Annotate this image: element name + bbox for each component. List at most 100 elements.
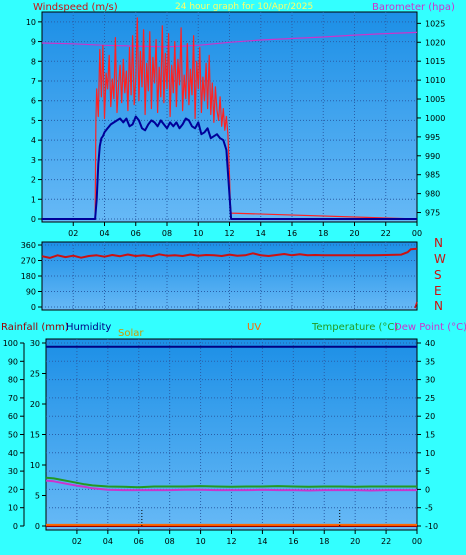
wind-y-tick-label: 3 [31, 156, 36, 165]
rainfall-axis-label: Rainfall (mm) [1, 322, 69, 333]
climate-grid [46, 339, 417, 530]
wind-x-tick-label: 22 [381, 229, 391, 238]
rain-y-tick-label: 15 [30, 431, 40, 440]
direction-series [41, 247, 418, 309]
wind-y-tick-label: 2 [31, 176, 36, 185]
wind-x-tick-label: 02 [68, 229, 78, 238]
climate-x-tick-label: 14 [257, 537, 267, 546]
climate-x-tick-label: 06 [134, 537, 144, 546]
direction-end-mark [414, 301, 418, 309]
rain-y-tick-label: 10 [30, 461, 40, 470]
rain-y-tick-label: 0 [35, 522, 40, 531]
temp-y-tick-label: -5 [425, 504, 433, 513]
temp-y-tick-label: 30 [425, 376, 435, 385]
barometer-y-tick-label: 1015 [425, 57, 445, 66]
wind-x-tick-label: 06 [131, 229, 141, 238]
humidity-y-tick-label: 90 [8, 357, 18, 366]
compass-label: N [434, 299, 443, 313]
temp-y-tick-label: 10 [425, 449, 435, 458]
climate-x-tick-label: 02 [72, 537, 82, 546]
climate-x-tick-label: 18 [319, 537, 329, 546]
series-direction-line [41, 247, 418, 259]
humidity-y-tick-label: 50 [8, 431, 18, 440]
direction-y-tick-label: 180 [21, 272, 36, 281]
humidity-y-tick-label: 20 [8, 485, 18, 494]
temp-y-tick-label: 15 [425, 431, 435, 440]
wind-x-tick-label: 16 [287, 229, 297, 238]
compass-label: E [434, 284, 442, 298]
wind-y-tick-label: 6 [31, 97, 36, 106]
wind-y-tick-label: 1 [31, 195, 36, 204]
wind-x-tick-label: 04 [99, 229, 109, 238]
climate-x-tick-label: 08 [165, 537, 175, 546]
wind-x-tick-label: 14 [256, 229, 266, 238]
temp-y-tick-label: 20 [425, 412, 435, 421]
barometer-y-tick-label: 1010 [425, 76, 445, 85]
wind-y-tick-label: 5 [31, 116, 36, 125]
wind-x-tick-label: 12 [224, 229, 234, 238]
climate-x-tick-label: 00 [412, 537, 422, 546]
wind-x-tick-label: 18 [318, 229, 328, 238]
direction-grid [42, 242, 417, 310]
wind-x-tick-label: 20 [349, 229, 359, 238]
barometer-y-tick-label: 980 [425, 190, 440, 199]
wind-y-tick-label: 9 [31, 38, 36, 47]
temp-y-tick-label: 25 [425, 394, 435, 403]
humidity-y-tick-label: 10 [8, 504, 18, 513]
temperature-axis-label: Temperature (°C) [311, 322, 398, 333]
climate-x-tick-label: 22 [381, 537, 391, 546]
series-gust-line [42, 17, 418, 220]
temp-y-tick-label: 35 [425, 357, 435, 366]
climate-series [45, 345, 417, 527]
temp-y-tick-label: 0 [425, 485, 430, 494]
wind-y-tick-label: 10 [26, 18, 36, 27]
barometer-y-tick-label: 1000 [425, 114, 445, 123]
temp-y-tick-label: 5 [425, 467, 430, 476]
climate-x-tick-label: 16 [288, 537, 298, 546]
compass-label: W [434, 252, 446, 266]
windspeed-axis-label: Windspeed (m/s) [33, 2, 118, 13]
humidity-y-tick-label: 30 [8, 467, 18, 476]
barometer-y-tick-label: 990 [425, 152, 440, 161]
humidity-y-tick-label: 40 [8, 449, 18, 458]
barometer-axis-label: Barometer (hpa) [372, 2, 455, 13]
humidity-axis-label: Humidity [66, 322, 111, 333]
barometer-y-tick-label: 995 [425, 133, 440, 142]
series-pressure-line [41, 31, 418, 48]
direction-y-tick-label: 90 [26, 288, 36, 297]
barometer-y-tick-label: 975 [425, 209, 440, 218]
compass-label: N [434, 236, 443, 250]
barometer-y-tick-label: 1025 [425, 19, 445, 28]
temp-y-tick-label: -10 [425, 522, 438, 531]
uv-label: UV [247, 322, 261, 333]
humidity-y-tick-label: 80 [8, 376, 18, 385]
barometer-y-tick-label: 985 [425, 171, 440, 180]
direction-y-tick-label: 0 [31, 303, 36, 312]
rain-y-tick-label: 20 [30, 400, 40, 409]
wind-x-tick-label: 00 [412, 229, 422, 238]
humidity-y-tick-label: 0 [13, 522, 18, 531]
climate-x-tick-label: 20 [350, 537, 360, 546]
climate-x-tick-label: 04 [103, 537, 113, 546]
wind-x-tick-label: 08 [162, 229, 172, 238]
wind-x-tick-label: 10 [193, 229, 203, 238]
barometer-y-tick-label: 1005 [425, 95, 445, 104]
rain-y-tick-label: 30 [30, 339, 40, 348]
humidity-y-tick-label: 60 [8, 412, 18, 421]
series-average-line [42, 115, 417, 220]
rain-y-tick-label: 25 [30, 370, 40, 379]
temp-y-tick-label: 40 [425, 339, 435, 348]
climate-x-tick-label: 12 [226, 537, 236, 546]
wind-series [41, 17, 418, 220]
wind-y-tick-label: 0 [31, 215, 36, 224]
wind-axes: 0123456789109759809859909951000100510101… [26, 18, 446, 238]
rain-y-tick-label: 5 [35, 492, 40, 501]
direction-y-tick-label: 270 [21, 257, 36, 266]
wind-y-tick-label: 8 [31, 57, 36, 66]
direction-y-tick-label: 360 [21, 241, 36, 250]
chart-title: 24 hour graph for 10/Apr/2025 [175, 2, 313, 12]
humidity-y-tick-label: 100 [3, 339, 18, 348]
series-dewpoint-line [45, 479, 417, 492]
